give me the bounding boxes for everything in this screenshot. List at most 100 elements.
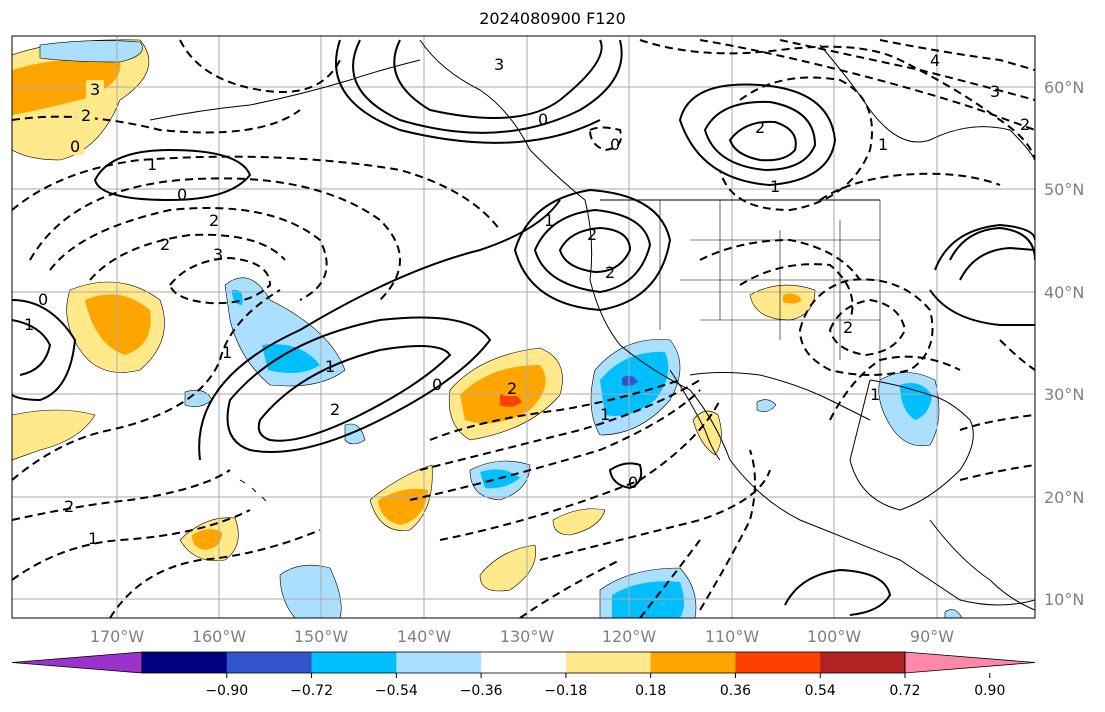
contour-label: 2: [160, 235, 170, 254]
negative-contour: [588, 126, 622, 152]
negative-contour: [12, 289, 281, 481]
contour-label: 2: [330, 400, 340, 419]
negative-contour: [179, 39, 341, 93]
colorbar: −0.90 −0.72 −0.54 −0.36 −0.18 0.18 0.36 0.54 0.7…: [11, 651, 1036, 699]
colorbar-tick-label: 0.18: [635, 683, 666, 699]
negative-contour: [959, 414, 1035, 431]
colorbar-segment: [481, 652, 567, 673]
positive-anomaly-core: [192, 529, 222, 550]
colorbar-extend-max: [904, 651, 1036, 674]
negative-contour: [429, 379, 681, 441]
hudson-bay-coast: [819, 44, 1035, 161]
negative-anomaly-peak: [622, 375, 638, 386]
colorbar-extend-min: [11, 651, 143, 674]
contour-label: 1: [600, 405, 610, 424]
lon-label-90w: 90°W: [910, 627, 954, 646]
negative-contour-lines: [12, 39, 1035, 618]
negative-contour: [739, 263, 854, 321]
colorbar-segment: [142, 652, 228, 673]
contour-label: 0: [538, 110, 548, 129]
colorbar-tick-label: 0.36: [720, 683, 751, 699]
contour-label: 3: [90, 80, 100, 99]
negative-anomaly-core: [262, 344, 320, 374]
contour-label: 2: [605, 263, 615, 282]
lon-label-170w: 170°W: [90, 627, 145, 646]
contour-lines: [12, 39, 1035, 616]
map-plot-area: 3 2 0 1 0 2 3 2 1 0 2 1 0 2 1 2 1 0 1 0 …: [12, 36, 1035, 618]
contour-label: 3: [494, 55, 504, 74]
lat-label-40n: 40°N: [1044, 283, 1084, 302]
positive-anomaly-core: [85, 294, 151, 355]
positive-contour: [12, 299, 77, 402]
contour-label: 1: [222, 343, 232, 362]
lat-label-20n: 20°N: [1044, 488, 1084, 507]
positive-contour: [352, 39, 623, 134]
contour-label: 0: [70, 137, 80, 156]
positive-contour: [513, 188, 672, 312]
positive-contour: [949, 226, 1035, 261]
positive-anomaly-core: [783, 293, 802, 304]
negative-anomaly-region: [944, 609, 963, 618]
positive-contour: [198, 199, 561, 461]
contour-label: 2: [1020, 115, 1030, 134]
lat-label-50n: 50°N: [1044, 180, 1084, 199]
negative-contour: [879, 39, 1035, 71]
contour-label: 3: [213, 245, 223, 264]
shading-layer: [12, 39, 963, 618]
negative-anomaly-core: [612, 581, 684, 618]
positive-anomaly-region: [479, 544, 537, 592]
colorbar-segment: [396, 652, 482, 673]
positive-contour: [335, 39, 601, 144]
lon-label-150w: 150°W: [294, 627, 349, 646]
baja-peninsula: [669, 369, 721, 461]
negative-contour: [699, 449, 756, 611]
positive-contour: [533, 208, 652, 294]
negative-anomaly-region: [39, 40, 143, 63]
negative-contour: [699, 238, 861, 281]
lat-label-10n: 10°N: [1044, 590, 1084, 609]
negative-anomaly-region: [224, 277, 346, 387]
negative-contour: [539, 469, 771, 561]
latitude-labels: 60°N 50°N 40°N 30°N 20°N 10°N: [1044, 78, 1084, 609]
negative-contour: [12, 469, 231, 521]
positive-contour: [728, 120, 797, 162]
colorbar-segment: [650, 652, 736, 673]
negative-contour: [12, 155, 501, 231]
contour-label: 1: [544, 211, 554, 230]
contour-label: 0: [177, 185, 187, 204]
lat-label-60n: 60°N: [1044, 78, 1084, 97]
positive-contour: [93, 148, 252, 202]
negative-contour: [719, 76, 873, 212]
positive-contour: [678, 83, 837, 187]
gulf-of-mexico-coast: [849, 379, 974, 511]
colorbar-tick-label: −0.36: [460, 683, 503, 699]
contour-label: 0: [628, 473, 638, 492]
colorbar-tick-label: −0.72: [290, 683, 333, 699]
lat-label-30n: 30°N: [1044, 385, 1084, 404]
positive-anomaly-region: [749, 284, 816, 321]
positive-contour: [393, 39, 603, 119]
lon-label-130w: 130°W: [500, 627, 555, 646]
contour-label: 1: [870, 385, 880, 404]
lon-label-110w: 110°W: [705, 627, 760, 646]
negative-anomaly-region: [756, 399, 777, 412]
contour-label: 1: [325, 357, 335, 376]
contour-label: 1: [88, 529, 98, 548]
negative-contour: [49, 207, 328, 301]
negative-contour: [819, 172, 1001, 201]
positive-anomaly-region: [552, 508, 606, 536]
contour-label: 1: [878, 135, 888, 154]
graticule: [12, 36, 1035, 618]
negative-anomaly-region: [279, 564, 342, 618]
negative-contour: [999, 339, 1035, 371]
colorbar-frame: [141, 651, 906, 674]
contour-label: 2: [843, 318, 853, 337]
map-title: 2024080900 F120: [479, 9, 626, 28]
negative-contour: [109, 529, 321, 618]
positive-anomaly-region: [12, 409, 96, 461]
contour-label: 1: [147, 155, 157, 174]
lon-label-120w: 120°W: [602, 627, 657, 646]
positive-contour: [703, 100, 817, 172]
central-america-coast: [929, 519, 1035, 611]
